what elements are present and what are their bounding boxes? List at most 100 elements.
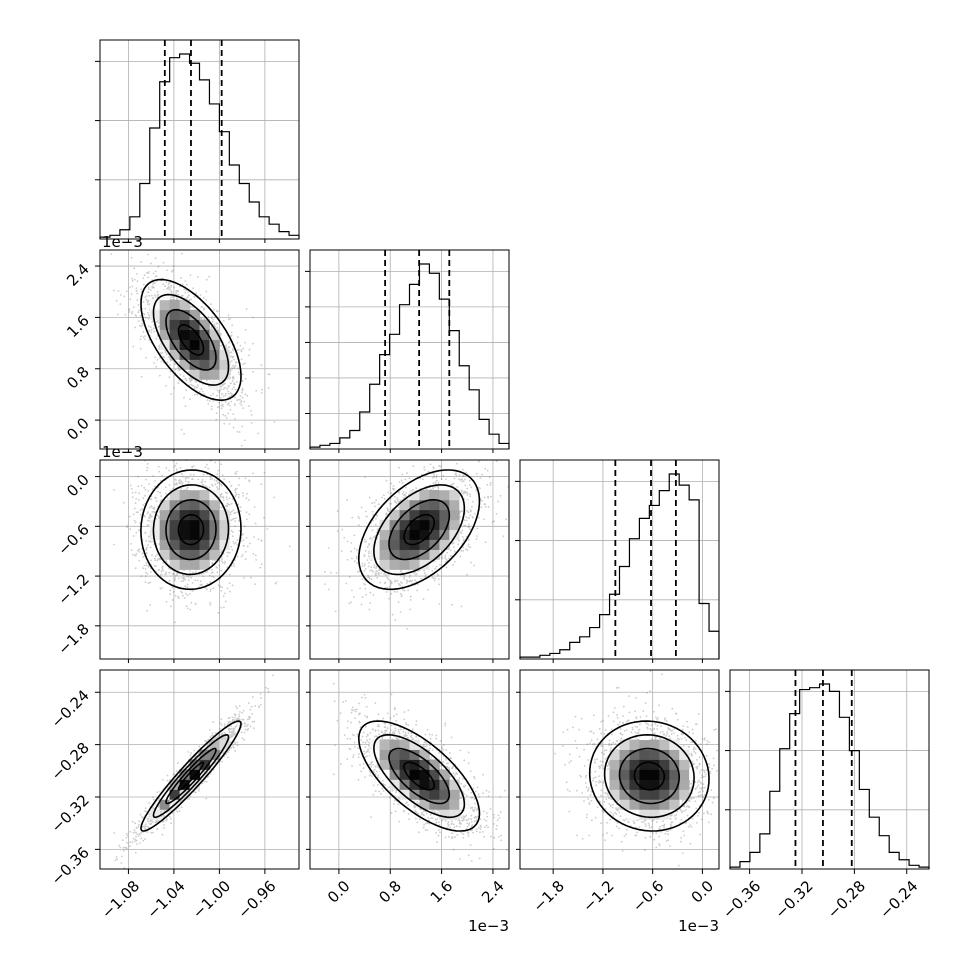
panel-frame (729, 669, 930, 870)
scatter-point (232, 348, 234, 350)
scatter-point (162, 569, 165, 572)
scatter-point (208, 275, 211, 278)
scatter-point (134, 314, 137, 316)
scatter-point (231, 584, 234, 587)
scatter-point (215, 310, 218, 312)
scatter-point (275, 581, 278, 584)
scatter-point (149, 513, 152, 516)
scatter-point (194, 603, 197, 605)
scatter-point (232, 413, 235, 415)
scatter-point (241, 554, 244, 556)
scatter-point (195, 386, 198, 389)
scatter-point (189, 274, 192, 276)
scatter-point (357, 515, 360, 518)
scatter-point (469, 546, 472, 549)
scatter-point (234, 487, 237, 490)
density-cell (189, 519, 200, 531)
scatter-point (191, 478, 194, 481)
scatter-point (229, 511, 232, 514)
scatter-point (210, 317, 213, 320)
scatter-point (263, 516, 265, 519)
density-cell (159, 539, 171, 550)
scatter-point (179, 482, 182, 485)
scatter-point (246, 492, 249, 495)
scatter-point (224, 600, 227, 603)
scatter-point (157, 295, 160, 298)
scatter-point (241, 387, 244, 390)
scatter-point (369, 602, 372, 604)
scatter-point (330, 571, 332, 574)
scatter-point (231, 535, 234, 538)
scatter-point (214, 483, 217, 486)
scatter-point (192, 287, 195, 290)
scatter-point (174, 363, 176, 366)
scatter-point (171, 270, 173, 273)
scatter-point (150, 559, 152, 562)
scatter-point (371, 569, 373, 572)
scatter-point (255, 389, 258, 392)
scatter-point (237, 398, 240, 401)
scatter-point (138, 559, 141, 562)
scatter-point (363, 554, 366, 556)
scatter-point (144, 488, 147, 491)
scatter-point (260, 563, 263, 566)
scatter-point (230, 484, 233, 487)
scatter-point (210, 326, 213, 329)
scatter-point (140, 335, 143, 338)
scatter-point (364, 476, 366, 478)
scatter-point (224, 491, 227, 494)
density-cell (169, 349, 180, 360)
scatter-point (122, 501, 125, 504)
scatter-point (220, 332, 222, 335)
scatter-point (157, 265, 160, 268)
scatter-point (231, 324, 234, 327)
scatter-point (245, 308, 248, 311)
scatter-point (386, 507, 389, 510)
scatter-point (486, 469, 489, 472)
scatter-point (367, 574, 369, 577)
scatter-point (361, 596, 364, 598)
scatter-point (463, 490, 466, 493)
scatter-point (377, 527, 380, 530)
scatter-point (174, 464, 177, 467)
scatter-point (190, 576, 193, 579)
scatter-point (146, 512, 149, 515)
scatter-point (177, 293, 180, 296)
scatter-point (230, 360, 233, 363)
density-cell (199, 339, 210, 350)
scatter-point (221, 550, 223, 552)
scatter-point (176, 297, 179, 300)
scatter-point (190, 383, 193, 386)
scatter-point (145, 547, 148, 550)
scatter-point (135, 531, 138, 534)
scatter-point (128, 311, 131, 313)
scatter-point (151, 286, 154, 289)
scatter-point (375, 565, 378, 568)
scatter-point (178, 577, 180, 580)
scatter-point (216, 571, 219, 574)
scatter-point (248, 513, 251, 516)
density-cell (179, 559, 190, 570)
density-cell (159, 339, 171, 350)
scatter-point (343, 536, 346, 539)
scatter-point (171, 573, 174, 575)
scatter-point (159, 374, 161, 377)
scatter-point (243, 400, 246, 403)
scatter-point (199, 294, 202, 296)
scatter-point (221, 586, 224, 589)
scatter-point (137, 499, 140, 501)
scatter-point (166, 269, 168, 272)
scatter-point (356, 557, 358, 560)
density-cell (199, 559, 210, 570)
scatter-point (227, 385, 230, 388)
scatter-point (240, 400, 243, 403)
scatter-point (183, 577, 185, 580)
scatter-point (231, 364, 234, 367)
scatter-point (377, 571, 380, 574)
scatter-point (194, 434, 196, 436)
scatter-point (370, 566, 372, 569)
scatter-point (241, 380, 244, 382)
scatter-point (463, 519, 466, 521)
scatter-point (169, 298, 172, 301)
scatter-point (189, 379, 192, 382)
